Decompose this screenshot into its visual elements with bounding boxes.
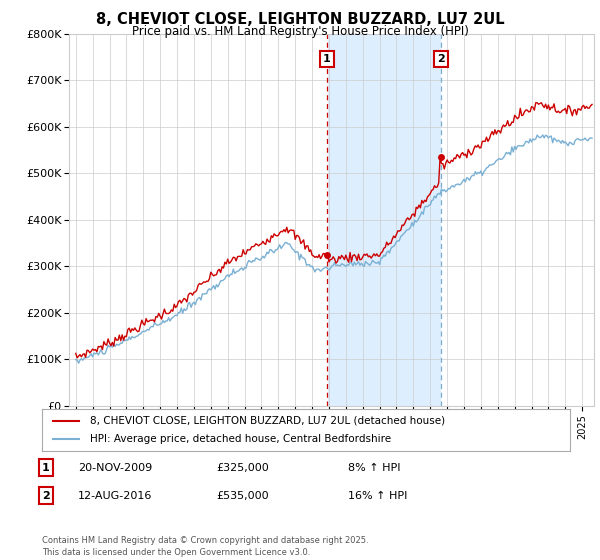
Text: HPI: Average price, detached house, Central Bedfordshire: HPI: Average price, detached house, Cent…	[89, 434, 391, 444]
Text: £325,000: £325,000	[216, 463, 269, 473]
Text: 2: 2	[42, 491, 50, 501]
Text: 8% ↑ HPI: 8% ↑ HPI	[348, 463, 401, 473]
Text: £535,000: £535,000	[216, 491, 269, 501]
Text: 20-NOV-2009: 20-NOV-2009	[78, 463, 152, 473]
Text: 8, CHEVIOT CLOSE, LEIGHTON BUZZARD, LU7 2UL (detached house): 8, CHEVIOT CLOSE, LEIGHTON BUZZARD, LU7 …	[89, 416, 445, 426]
Text: Price paid vs. HM Land Registry's House Price Index (HPI): Price paid vs. HM Land Registry's House …	[131, 25, 469, 38]
Text: 16% ↑ HPI: 16% ↑ HPI	[348, 491, 407, 501]
Text: Contains HM Land Registry data © Crown copyright and database right 2025.
This d: Contains HM Land Registry data © Crown c…	[42, 536, 368, 557]
Text: 1: 1	[323, 54, 331, 64]
Text: 2: 2	[437, 54, 445, 64]
Text: 12-AUG-2016: 12-AUG-2016	[78, 491, 152, 501]
Text: 1: 1	[42, 463, 50, 473]
Text: 8, CHEVIOT CLOSE, LEIGHTON BUZZARD, LU7 2UL: 8, CHEVIOT CLOSE, LEIGHTON BUZZARD, LU7 …	[95, 12, 505, 27]
